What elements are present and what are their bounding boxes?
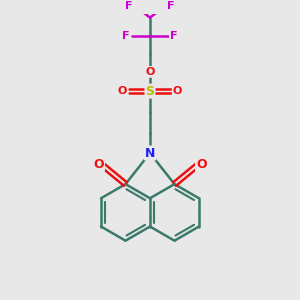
Text: F: F: [125, 1, 133, 11]
Text: F: F: [122, 31, 130, 41]
Text: F: F: [167, 1, 175, 11]
Text: O: O: [196, 158, 207, 171]
Text: F: F: [170, 31, 178, 41]
Text: O: O: [118, 86, 127, 96]
Text: O: O: [145, 67, 155, 77]
Text: O: O: [173, 86, 182, 96]
Text: O: O: [93, 158, 104, 171]
Text: N: N: [145, 146, 155, 160]
Text: S: S: [146, 85, 154, 98]
